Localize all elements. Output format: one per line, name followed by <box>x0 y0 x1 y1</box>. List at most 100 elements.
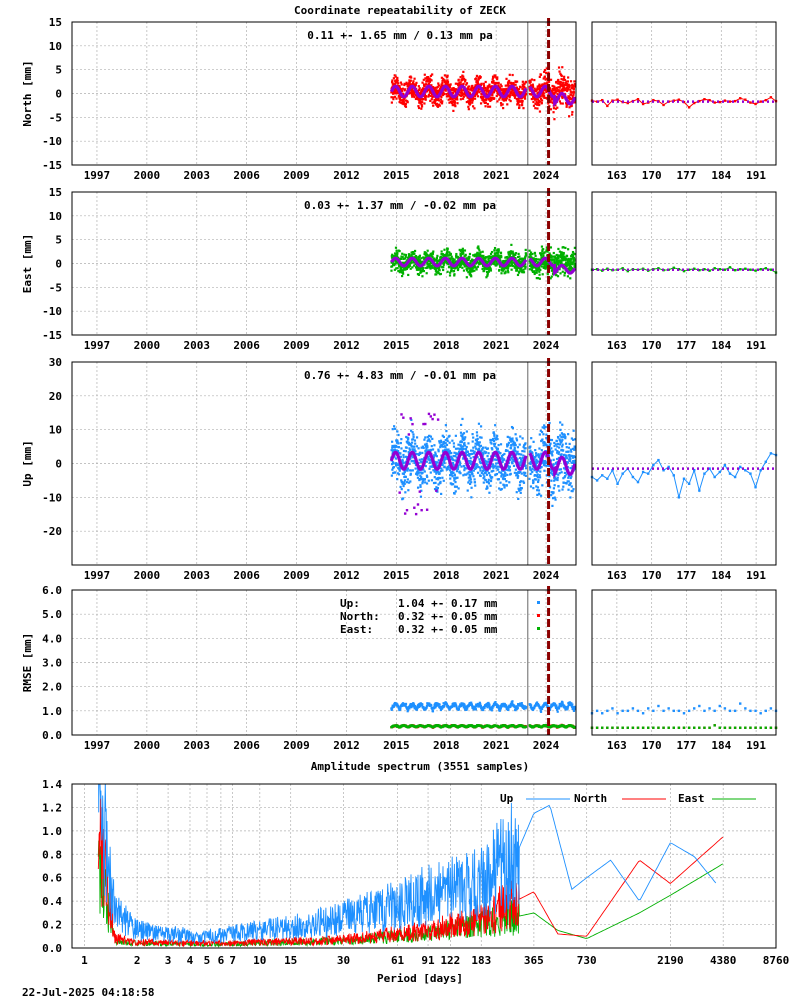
data-point <box>573 257 576 261</box>
data-point <box>423 87 426 90</box>
y-tick-label: 0 <box>55 88 62 101</box>
data-point <box>434 460 437 464</box>
data-point <box>561 102 564 105</box>
data-point <box>542 464 546 467</box>
data-point <box>502 458 506 461</box>
data-point <box>482 254 485 258</box>
data-point <box>431 95 434 98</box>
data-point <box>558 443 562 446</box>
data-point <box>538 493 541 496</box>
data-point <box>533 78 536 82</box>
data-point <box>402 100 405 104</box>
data-point <box>530 469 533 472</box>
data-point <box>541 438 544 441</box>
data-point <box>405 446 408 449</box>
data-point <box>399 101 402 104</box>
data-point <box>539 84 542 88</box>
data-point <box>407 441 410 444</box>
data-point <box>464 452 467 455</box>
rmse-point <box>460 704 463 708</box>
data-point <box>438 472 441 475</box>
data-point <box>394 449 397 452</box>
data-point <box>493 433 496 436</box>
data-point <box>415 436 419 439</box>
data-point <box>412 93 415 96</box>
data-point <box>467 108 470 111</box>
data-point <box>390 449 393 452</box>
data-point <box>571 255 574 259</box>
data-point <box>492 90 496 94</box>
annual-model-curve <box>390 256 576 277</box>
data-point <box>478 445 481 448</box>
zoom-data-point <box>698 268 701 272</box>
data-point <box>399 81 403 84</box>
data-point <box>469 260 472 263</box>
data-point <box>539 268 542 271</box>
data-point <box>482 453 485 456</box>
data-point <box>535 101 538 104</box>
data-point <box>400 479 403 482</box>
data-point <box>393 446 396 449</box>
data-point <box>455 88 458 91</box>
data-point <box>423 102 426 105</box>
data-point <box>405 81 408 84</box>
data-point <box>538 96 541 99</box>
data-point <box>561 66 564 69</box>
data-point <box>452 269 456 272</box>
data-point <box>461 93 464 96</box>
data-point <box>572 488 575 491</box>
data-point <box>533 456 536 459</box>
data-point <box>538 277 541 280</box>
data-point <box>462 443 466 446</box>
data-point <box>516 103 519 106</box>
y-tick-label: 1.0 <box>42 705 62 718</box>
data-point <box>565 105 568 108</box>
data-point <box>550 254 553 257</box>
data-point <box>463 80 467 83</box>
data-point <box>397 473 401 476</box>
data-point <box>502 99 505 102</box>
data-point <box>536 454 539 457</box>
data-point <box>505 77 508 80</box>
y-axis-label: RMSE [mm] <box>21 633 34 693</box>
data-point <box>390 463 394 466</box>
data-point <box>475 254 478 257</box>
data-point <box>506 103 509 106</box>
data-point <box>500 256 503 259</box>
data-point <box>433 444 436 447</box>
data-point <box>429 435 433 438</box>
data-point <box>524 464 527 467</box>
data-point <box>435 259 438 262</box>
data-point <box>394 75 397 78</box>
data-point <box>398 271 401 274</box>
data-point <box>442 77 445 81</box>
y-tick-label: 20 <box>49 390 62 403</box>
data-point <box>475 439 478 442</box>
data-point <box>395 97 398 100</box>
data-point <box>458 256 461 259</box>
zoom-data-point <box>636 98 640 101</box>
data-point <box>491 439 494 442</box>
data-point <box>531 83 534 86</box>
data-point <box>524 265 527 268</box>
data-point <box>569 88 572 91</box>
data-point <box>412 91 416 95</box>
outlier-point <box>433 413 436 416</box>
data-point <box>470 275 473 278</box>
data-point <box>434 91 437 94</box>
data-point <box>452 259 455 263</box>
data-point <box>506 443 509 446</box>
data-point <box>543 68 547 72</box>
data-point <box>552 491 555 494</box>
data-point <box>539 494 543 497</box>
data-point <box>517 255 520 259</box>
data-point <box>510 456 513 460</box>
data-point <box>514 253 517 256</box>
data-point <box>391 468 394 471</box>
data-point <box>400 480 404 484</box>
data-point <box>425 90 429 93</box>
data-point <box>551 258 554 262</box>
data-point <box>518 484 521 487</box>
data-point <box>484 451 488 454</box>
data-point <box>524 94 527 97</box>
